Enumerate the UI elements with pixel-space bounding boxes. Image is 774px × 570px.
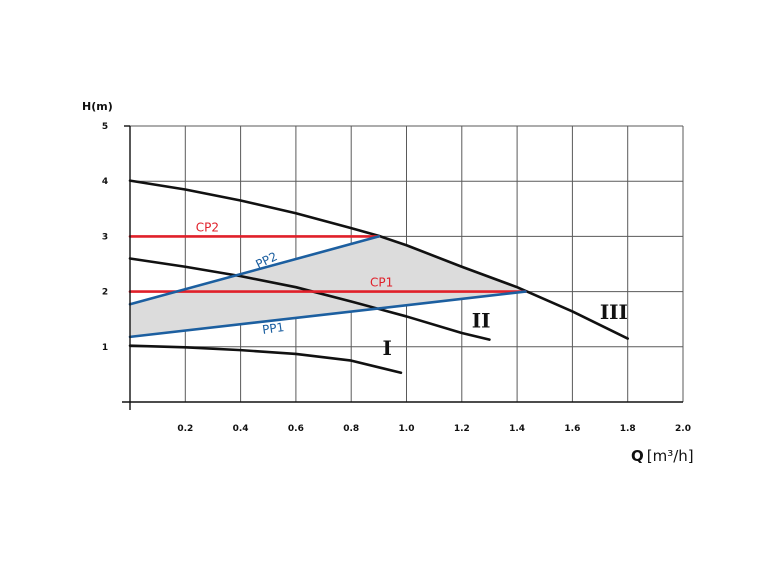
series-label-cp2: CP2 (196, 220, 219, 234)
series-line-ii (128, 257, 491, 341)
shaded-region (130, 236, 526, 337)
x-axis-title: Q [m³/h] (631, 447, 694, 465)
x-tick-label: 2.0 (675, 424, 691, 434)
x-tick-label: 1.4 (509, 424, 525, 434)
x-tick-label: 1.6 (564, 424, 580, 434)
series-label-pp1: PP1 (261, 320, 285, 337)
y-tick-label: 2 (102, 288, 108, 298)
x-tick-label: 0.2 (177, 424, 193, 434)
series-label-ii: II (472, 308, 491, 332)
y-tick-label: 1 (102, 343, 108, 353)
axes (122, 125, 683, 410)
series-line-i (128, 344, 403, 375)
x-tick-label: 1.8 (620, 424, 636, 434)
series-line-pp1 (128, 290, 527, 339)
y-tick-label: 4 (102, 177, 108, 187)
series-label-cp1: CP1 (370, 276, 393, 290)
x-tick-label: 1.2 (454, 424, 470, 434)
tick-labels: 0.2 0.4 0.6 0.8 1.0 1.2 1.4 1.6 1.8 2.0 1 2 3 4 5 (102, 122, 691, 434)
x-tick-label: 1.0 (399, 424, 415, 434)
series-label-i: I (382, 336, 391, 360)
y-axis-title: H(m) (82, 100, 113, 113)
x-axis-title-unit: [m³/h] (647, 447, 694, 465)
series-label-iii: III (600, 300, 628, 324)
y-tick-label: 5 (102, 122, 108, 132)
x-tick-label: 0.6 (288, 424, 304, 434)
series-lines (128, 179, 630, 375)
x-tick-label: 0.4 (233, 424, 249, 434)
series-line-pp2 (128, 235, 381, 306)
shaded-region-area (130, 236, 526, 337)
x-tick-label: 0.8 (343, 424, 359, 434)
y-tick-label: 3 (102, 232, 108, 242)
x-axis-title-main: Q (631, 447, 644, 465)
